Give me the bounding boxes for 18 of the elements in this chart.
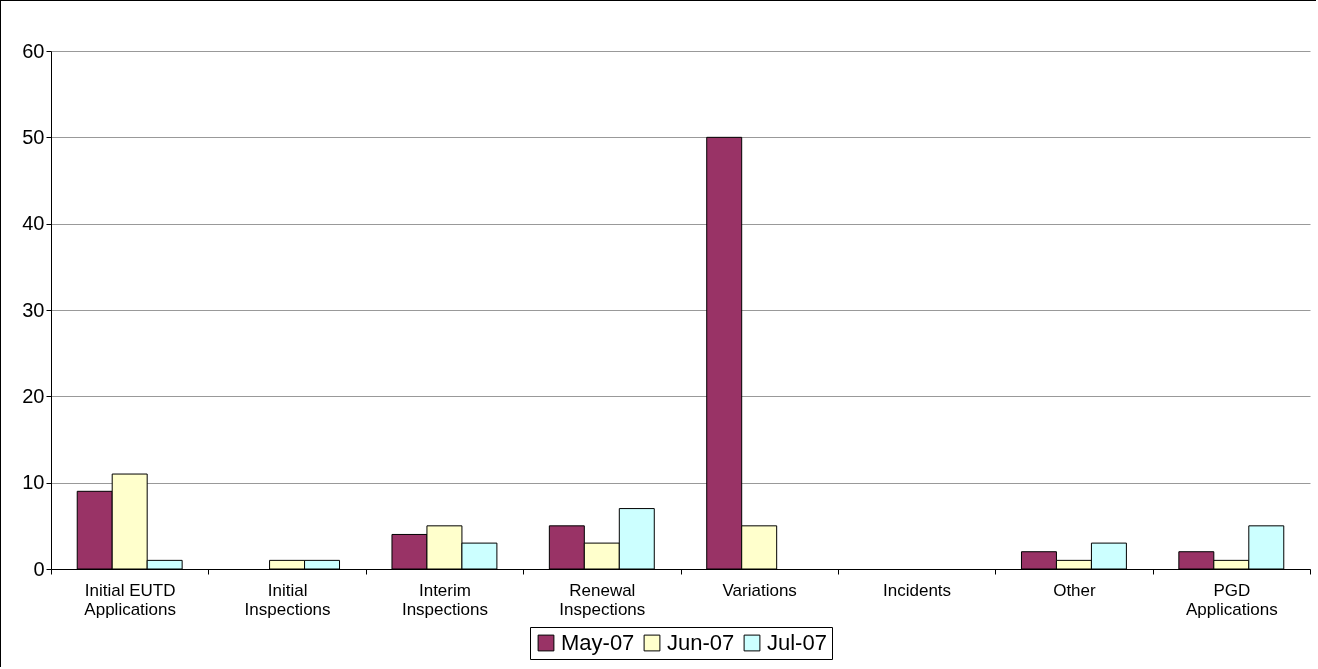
x-tick-label: Initial Inspections xyxy=(244,580,331,619)
x-tick-label: Variations xyxy=(722,580,797,600)
x-tick-label: PGD Applications xyxy=(1185,580,1278,619)
x-tick-label: Incidents xyxy=(883,580,952,600)
y-tick-label: 40 xyxy=(22,212,45,235)
y-tick-label: 30 xyxy=(22,298,45,321)
y-tick-label: 50 xyxy=(22,125,45,148)
x-tick-label: Initial EUTD Applications xyxy=(84,580,177,619)
legend-label: Jun-07 xyxy=(667,630,735,655)
y-tick-label: 20 xyxy=(22,384,45,407)
x-tick-label: Interim Inspections xyxy=(401,580,488,619)
y-tick-label: 0 xyxy=(33,557,45,580)
x-tick-label: Renewal Inspections xyxy=(559,580,646,619)
legend-label: May-07 xyxy=(561,630,635,655)
y-tick-label: 10 xyxy=(22,471,45,494)
y-tick-label: 60 xyxy=(22,39,45,62)
x-tick-label: Other xyxy=(1053,580,1097,600)
legend-label: Jul-07 xyxy=(767,630,827,655)
